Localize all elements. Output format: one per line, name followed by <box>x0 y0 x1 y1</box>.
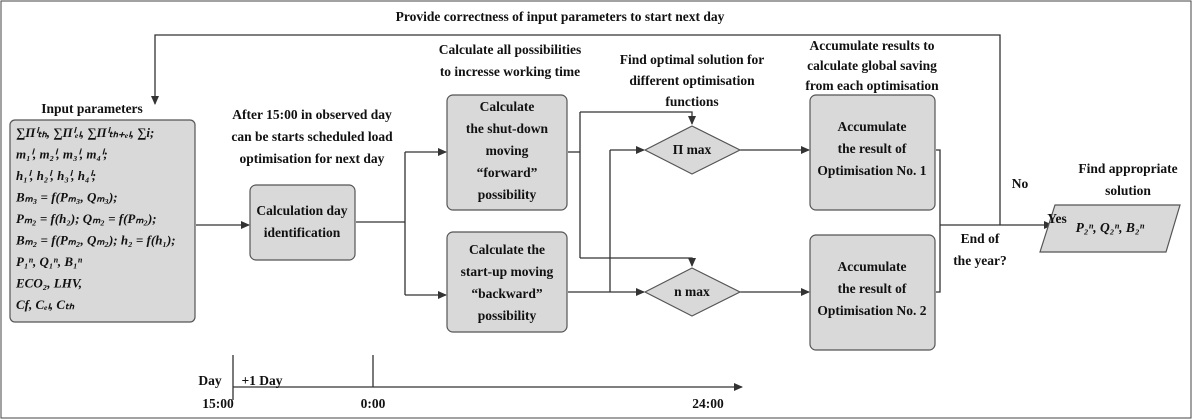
timeline-time: 15:00 <box>202 396 234 411</box>
note: to incresse working time <box>440 64 580 79</box>
node-label: the shut-down <box>466 121 549 136</box>
n-max-diamond <box>643 267 742 317</box>
note: Find optimal solution for <box>620 52 764 67</box>
n-max: n max <box>674 284 710 299</box>
node-label: possibility <box>478 308 537 323</box>
input-label: Input parameters <box>41 101 143 116</box>
timeline <box>232 355 743 400</box>
node-label: Calculation day <box>256 203 347 218</box>
input-line: Bₘ₃ = f(Pₘ₃, Qₘ₃); <box>15 189 118 204</box>
timeline-time: 24:00 <box>692 396 724 411</box>
note: calculate global saving <box>807 58 937 73</box>
note: functions <box>665 94 718 109</box>
feedback-label: Provide correctness of input parameters … <box>396 9 725 24</box>
note: After 15:00 in observed day <box>232 107 392 122</box>
node-label: the year? <box>953 253 1007 268</box>
node-label: Optimisation No. 2 <box>817 303 926 318</box>
input-box <box>9 119 196 323</box>
note: Find appropriate <box>1078 161 1177 176</box>
node-label: the result of <box>838 281 907 296</box>
connectors <box>151 34 1053 299</box>
pi-max: Π max <box>673 142 712 157</box>
note: Accumulate results to <box>810 38 935 53</box>
timeline-time: 0:00 <box>361 396 386 411</box>
note: optimisation for next day <box>240 151 385 166</box>
timeline-next-day: +1 Day <box>241 373 282 388</box>
note: Calculate all possibilities <box>439 42 582 57</box>
node-label: possibility <box>478 187 537 202</box>
start-up-box <box>446 231 568 333</box>
node-label: Accumulate <box>838 259 907 274</box>
day-box <box>249 184 356 261</box>
shut-down-box <box>446 94 568 211</box>
result-2-box <box>809 234 936 351</box>
node-label: identification <box>264 225 341 240</box>
node-label: “backward” <box>471 286 543 301</box>
timeline-day: Day <box>198 373 221 388</box>
input-line: ECO₂, LHV, <box>15 275 82 290</box>
input-line: Cf, Cₑₗ, Cₜₕ <box>16 297 75 312</box>
node-label: Calculate the <box>469 242 545 257</box>
node-label: moving <box>486 143 529 158</box>
note: different optimisation <box>629 73 755 88</box>
output-box <box>1039 204 1181 253</box>
result-1-box <box>809 94 936 211</box>
node-label: the result of <box>838 141 907 156</box>
node-label: Calculate <box>480 99 535 114</box>
node-label: “forward” <box>477 165 538 180</box>
node-label: Accumulate <box>838 119 907 134</box>
node-label: Optimisation No. 1 <box>817 163 926 178</box>
input-line: h₁ⁱ, h₂ⁱ, h₃ⁱ, h₄ⁱ; <box>16 168 96 183</box>
output: P₂ⁿ, Q₂ⁿ, B₂ⁿ <box>1076 220 1145 235</box>
note: from each optimisation <box>805 78 939 93</box>
node-label: start-up moving <box>461 264 554 279</box>
note: solution <box>1105 183 1151 198</box>
input-line: ∑Πⁱₜₕ, ∑Πⁱₑₗ, ∑Πⁱₜₕ₊ₑₗ, ∑i; <box>16 125 154 140</box>
input-line: Pₘ₂ = f(h₂); Qₘ₂ = f(Pₘ₂); <box>16 211 157 226</box>
input-line: m₁ⁱ, m₂ⁱ, m₃ⁱ, m₄ⁱ; <box>16 146 108 161</box>
note: can be starts scheduled load <box>231 129 393 144</box>
yes-label: Yes <box>1047 211 1067 226</box>
pi-max-diamond <box>643 125 742 175</box>
node-label: End of <box>961 231 1000 246</box>
input-line: Bₘ₂ = f(Pₘ₂, Qₘ₂); h₂ = f(h₁); <box>15 232 176 247</box>
no-label: No <box>1012 176 1029 191</box>
input-line: P₁ⁿ, Q₁ⁿ, B₁ⁿ <box>16 254 83 269</box>
